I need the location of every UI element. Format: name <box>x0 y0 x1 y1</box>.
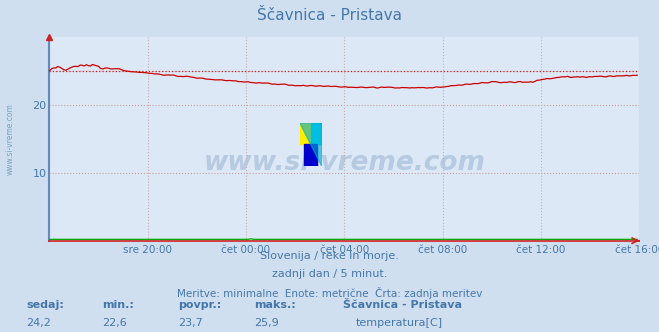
Text: www.si-vreme.com: www.si-vreme.com <box>5 104 14 175</box>
Text: maks.:: maks.: <box>254 300 295 310</box>
Text: povpr.:: povpr.: <box>178 300 221 310</box>
Text: 25,9: 25,9 <box>254 318 279 328</box>
Text: Ščavnica - Pristava: Ščavnica - Pristava <box>257 8 402 23</box>
Text: temperatura[C]: temperatura[C] <box>356 318 443 328</box>
Polygon shape <box>300 123 311 144</box>
Text: 22,6: 22,6 <box>102 318 127 328</box>
Text: Meritve: minimalne  Enote: metrične  Črta: zadnja meritev: Meritve: minimalne Enote: metrične Črta:… <box>177 287 482 299</box>
Polygon shape <box>300 123 322 166</box>
Text: min.:: min.: <box>102 300 134 310</box>
Text: sedaj:: sedaj: <box>26 300 64 310</box>
Text: Ščavnica - Pristava: Ščavnica - Pristava <box>343 300 462 310</box>
Text: Slovenija / reke in morje.: Slovenija / reke in morje. <box>260 251 399 261</box>
Text: www.si-vreme.com: www.si-vreme.com <box>204 150 485 176</box>
Text: 23,7: 23,7 <box>178 318 203 328</box>
Text: 24,2: 24,2 <box>26 318 51 328</box>
Text: zadnji dan / 5 minut.: zadnji dan / 5 minut. <box>272 269 387 279</box>
Polygon shape <box>311 123 322 144</box>
Polygon shape <box>304 144 317 166</box>
